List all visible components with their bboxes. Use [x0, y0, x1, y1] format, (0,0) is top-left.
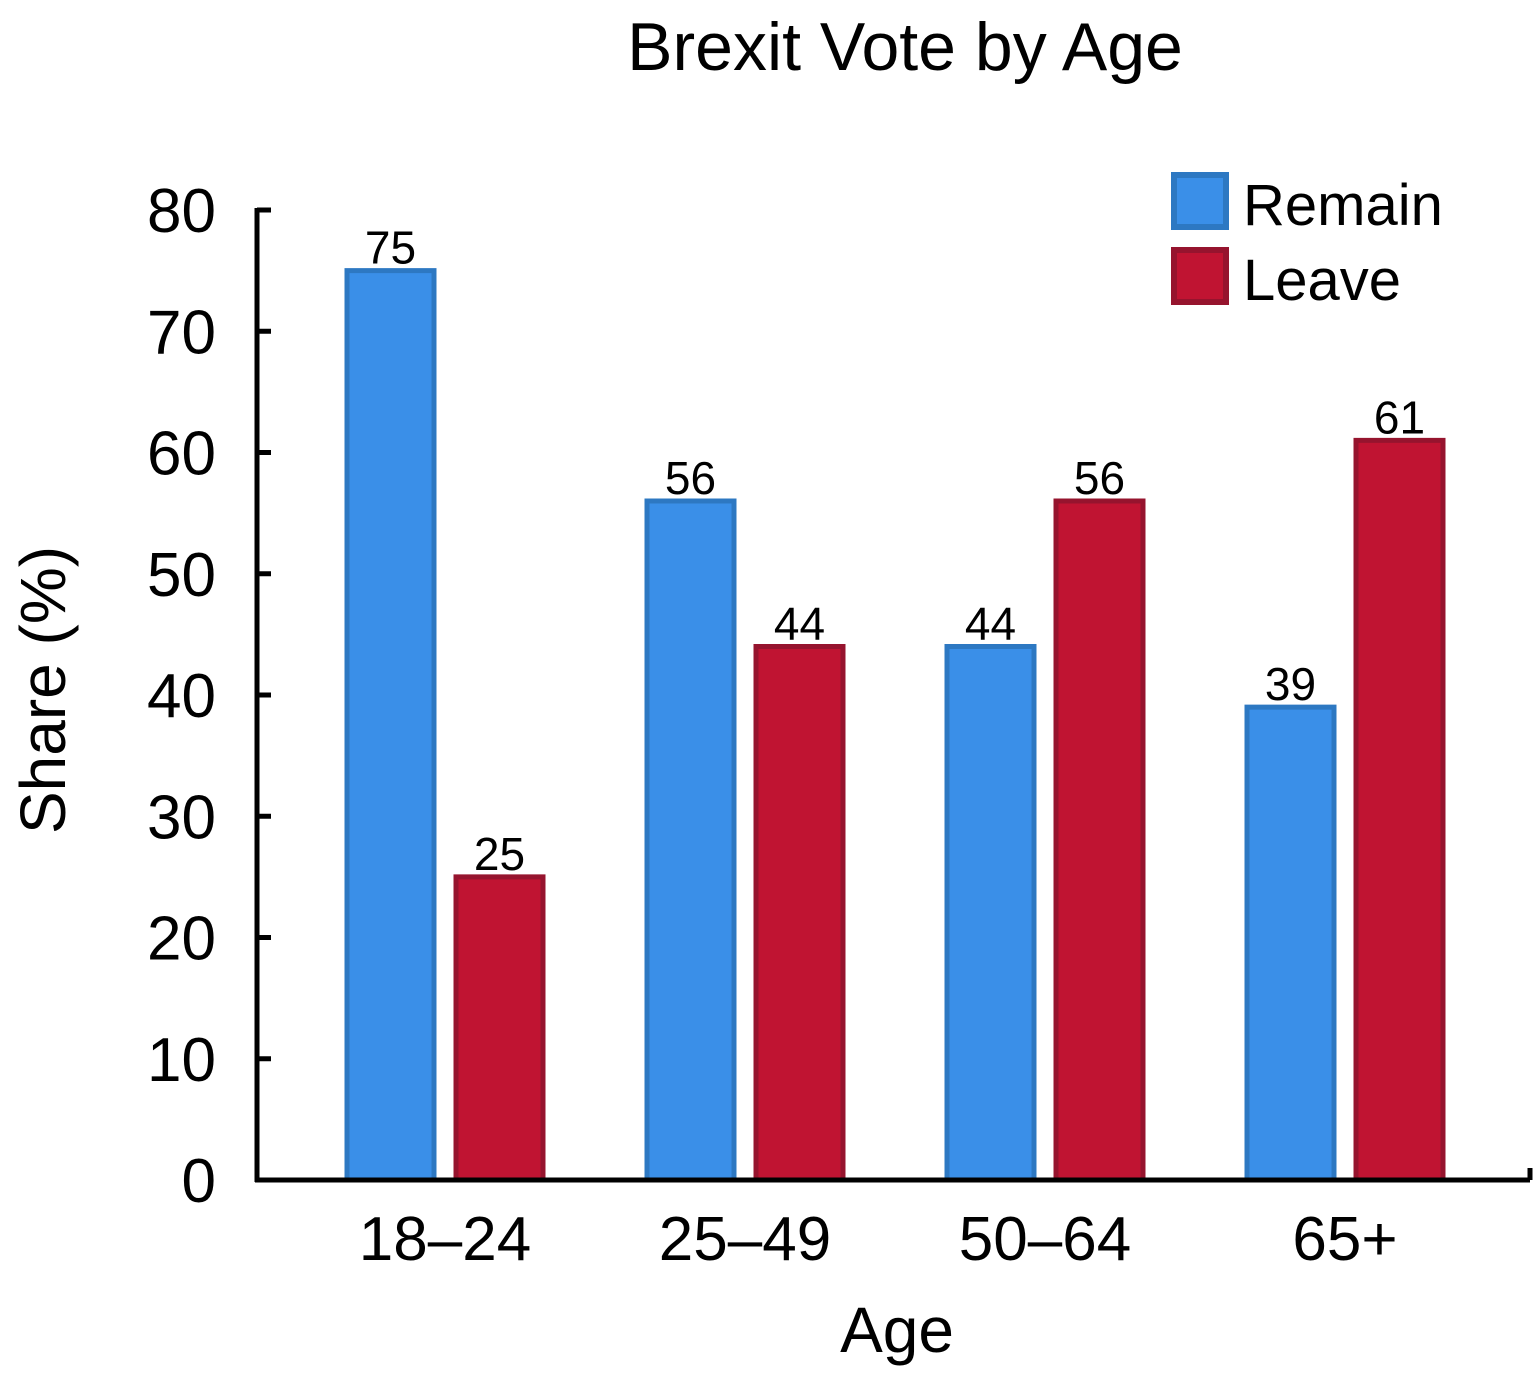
x-tick-label: 65+ — [1292, 1205, 1397, 1274]
bar-leave — [753, 644, 846, 1183]
y-tick-label: 40 — [147, 662, 216, 731]
data-label: 39 — [1265, 658, 1316, 710]
y-tick-label: 10 — [147, 1026, 216, 1095]
x-axis-label: Age — [840, 1294, 954, 1366]
bar-remain — [344, 268, 437, 1183]
y-tick-label: 0 — [182, 1147, 216, 1216]
y-tick-label: 60 — [147, 420, 216, 489]
legend-swatch-remain — [1171, 172, 1229, 230]
chart-title: Brexit Vote by Age — [627, 9, 1183, 85]
bar-remain — [1244, 704, 1337, 1183]
y-axis-label: Share (%) — [7, 546, 79, 834]
y-tick-label: 50 — [147, 541, 216, 610]
bar-remain — [944, 644, 1037, 1183]
data-label: 44 — [774, 598, 825, 650]
legend-swatch-leave — [1171, 247, 1229, 305]
legend-label-leave: Leave — [1243, 248, 1401, 313]
legend-label-remain: Remain — [1243, 173, 1443, 238]
bar-leave — [453, 874, 546, 1183]
data-label: 75 — [365, 222, 416, 274]
x-tick-label: 18–24 — [359, 1205, 531, 1274]
data-label: 56 — [1074, 452, 1125, 504]
x-tick-label: 50–64 — [959, 1205, 1131, 1274]
data-label: 56 — [665, 452, 716, 504]
y-tick-label: 30 — [147, 783, 216, 852]
data-label: 25 — [474, 828, 525, 880]
bar-remain — [644, 498, 737, 1183]
y-tick-label: 80 — [147, 177, 216, 246]
data-label: 44 — [965, 598, 1016, 650]
y-tick-label: 70 — [147, 298, 216, 367]
data-label: 61 — [1374, 391, 1425, 443]
x-tick-label: 25–49 — [659, 1205, 831, 1274]
bar-leave — [1053, 498, 1146, 1183]
y-tick-label: 20 — [147, 905, 216, 974]
bar-leave — [1353, 437, 1446, 1183]
